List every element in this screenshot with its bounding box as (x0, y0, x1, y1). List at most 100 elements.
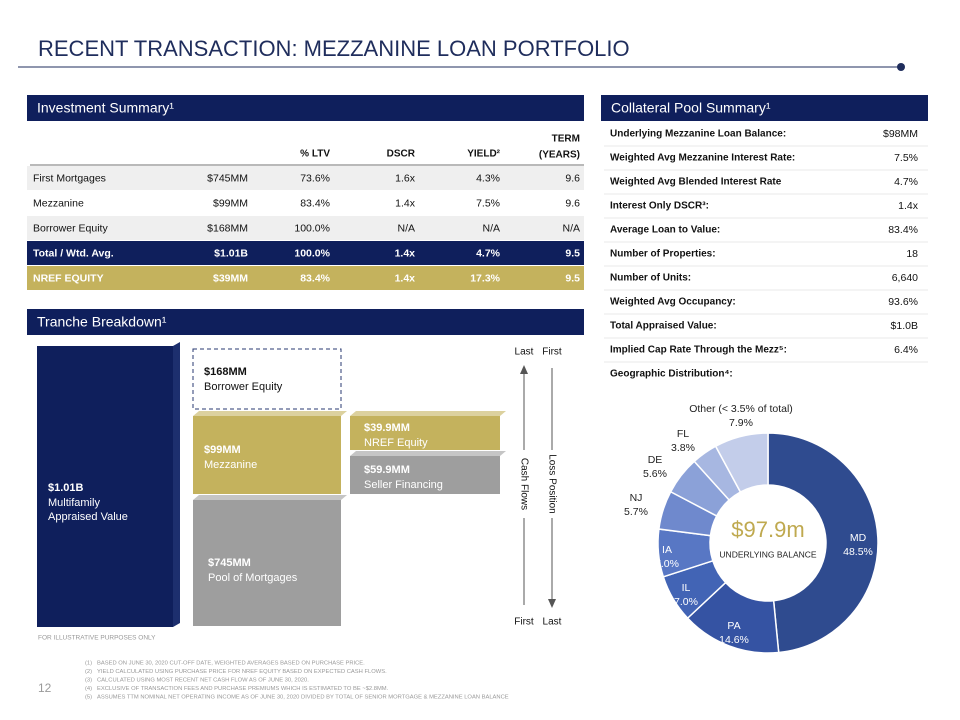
slice-value: 5.7% (624, 506, 648, 518)
box-label: NREF Equity (364, 437, 428, 449)
row-label: Geographic Distribution⁴: (610, 369, 733, 380)
row-value: 4.7% (894, 176, 918, 188)
arrow-label: Cash Flows (518, 458, 529, 510)
table-row (27, 166, 584, 190)
row-value: 1.4x (898, 200, 919, 212)
row-label: Average Loan to Value: (610, 225, 720, 236)
table-row (27, 241, 584, 265)
slice-label: IL (682, 582, 691, 594)
footnote-text: BASED ON JUNE 30, 2020 CUT-OFF DATE, WEI… (97, 661, 365, 667)
slice-value: 7.0% (674, 596, 698, 608)
column-header: % LTV (300, 149, 330, 160)
slice-value: 7.9% (729, 417, 753, 429)
footnote-text: YIELD CALCULATED USING PURCHASE PRICE FO… (97, 669, 387, 675)
box-amount: $59.9MM (364, 464, 410, 476)
box-top (350, 451, 506, 456)
table-cell: $745MM (207, 172, 248, 184)
row-value: 6.4% (894, 344, 918, 356)
slice-label: FL (677, 428, 689, 440)
slice-value: 3.8% (671, 442, 695, 454)
footnote-text: CALCULATED USING MOST RECENT NET CASH FL… (97, 678, 309, 684)
table-cell: N/A (482, 222, 500, 234)
row-label: Implied Cap Rate Through the Mezz⁵: (610, 345, 787, 356)
table-row (27, 216, 584, 240)
table-cell: First Mortgages (33, 172, 106, 184)
box-label: Multifamily (48, 497, 100, 509)
table-cell: 1.6x (395, 172, 416, 184)
table-cell: 9.6 (565, 197, 580, 209)
slice-label: Other (< 3.5% of total) (689, 403, 793, 415)
column-header: YIELD² (467, 149, 500, 160)
arrow-end-label: Last (543, 617, 562, 628)
donut-slice (714, 432, 769, 494)
footnote-text: EXCLUSIVE OF TRANSACTION FEES AND PURCHA… (97, 686, 389, 692)
column-header: TERM (552, 134, 580, 145)
table-cell: 100.0% (294, 222, 330, 234)
footnote-number: (4) (85, 686, 92, 692)
slice-label: NJ (630, 492, 643, 504)
arrow-end-label: First (542, 347, 562, 358)
table-cell: 1.4x (395, 247, 416, 259)
row-label: Weighted Avg Blended Interest Rate (610, 177, 782, 188)
section-header (27, 309, 584, 335)
table-cell: 83.4% (300, 272, 330, 284)
row-value: 93.6% (888, 296, 918, 308)
table-cell: 7.5% (476, 197, 500, 209)
slice-value: 14.6% (719, 634, 749, 646)
slice-value: 48.5% (843, 546, 873, 558)
row-label: Weighted Avg Mezzanine Interest Rate: (610, 153, 795, 164)
table-cell: Borrower Equity (33, 222, 108, 234)
box-amount: $745MM (208, 557, 251, 569)
box-amount: $39.9MM (364, 422, 410, 434)
donut-slice (767, 432, 879, 654)
table-cell: 4.7% (476, 247, 501, 259)
table-cell: $39MM (213, 272, 248, 284)
row-value: 6,640 (892, 272, 918, 284)
footnote-text: ASSUMES TTM NOMINAL NET OPERATING INCOME… (97, 695, 509, 701)
table-row (27, 191, 584, 215)
row-label: Weighted Avg Occupancy: (610, 297, 736, 308)
box-side (173, 342, 180, 627)
table-row (27, 266, 584, 290)
tranche-box (193, 500, 341, 626)
slice-value: 7.0% (655, 558, 679, 570)
footnote-number: (5) (85, 695, 92, 701)
slice-label: MD (850, 532, 867, 544)
slide-title: RECENT TRANSACTION: MEZZANINE LOAN PORTF… (38, 36, 630, 61)
table-cell: $1.01B (214, 247, 248, 259)
box-label: Borrower Equity (204, 381, 283, 393)
table-cell: 1.4x (395, 272, 416, 284)
section-header (27, 95, 584, 121)
table-cell: 9.5 (565, 247, 580, 259)
illustrative-note: FOR ILLUSTRATIVE PURPOSES ONLY (38, 635, 156, 642)
slice-label: IA (662, 544, 672, 556)
box-label: Seller Financing (364, 479, 443, 491)
arrow-end-label: First (514, 617, 534, 628)
table-cell: 100.0% (294, 247, 330, 259)
row-label: Number of Properties: (610, 249, 716, 260)
tranche-box (37, 346, 173, 627)
tranche-box (192, 348, 342, 410)
table-cell: N/A (562, 222, 580, 234)
page-number: 12 (38, 681, 52, 695)
section-title: Investment Summary¹ (37, 100, 174, 116)
box-amount: $1.01B (48, 482, 84, 494)
table-cell: 1.4x (395, 197, 416, 209)
table-cell: 4.3% (476, 172, 500, 184)
box-label: Mezzanine (204, 459, 257, 471)
row-value: $98MM (883, 128, 918, 140)
box-amount: $99MM (204, 444, 241, 456)
box-label: Pool of Mortgages (208, 572, 298, 584)
row-label: Interest Only DSCR³: (610, 201, 709, 212)
slice-value: 5.6% (643, 468, 667, 480)
row-label: Number of Units: (610, 273, 691, 284)
box-amount: $168MM (204, 366, 247, 378)
section-header (601, 95, 928, 121)
row-label: Underlying Mezzanine Loan Balance: (610, 129, 786, 140)
section-title: Collateral Pool Summary¹ (611, 100, 771, 116)
box-top (350, 411, 506, 416)
slice-label: DE (648, 454, 663, 466)
tranche-box (193, 416, 341, 494)
arrow-label: Loss Position (546, 454, 557, 513)
